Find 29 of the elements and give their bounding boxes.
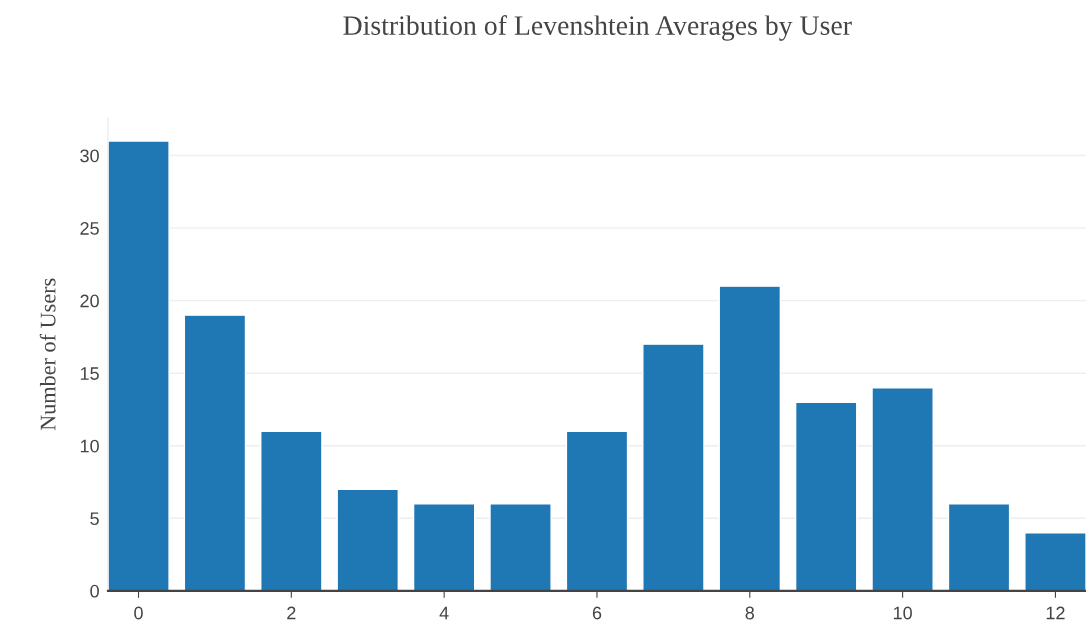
y-tick-label: 15 (80, 367, 99, 380)
x-tick-label: 10 (893, 606, 912, 620)
x-tick-label: 6 (592, 606, 602, 620)
y-tick-label: 20 (80, 294, 99, 308)
bar (947, 503, 1011, 591)
x-tick-label: 2 (287, 606, 296, 620)
y-tick-label: 30 (80, 149, 99, 163)
chart-title: Distribution of Levenshtein Averages by User (343, 15, 852, 41)
x-tick-label: 4 (439, 606, 449, 620)
y-tick-label: 25 (80, 222, 99, 235)
y-tick-label: 0 (90, 584, 99, 598)
y-axis-title: Number of Users (39, 278, 56, 431)
x-tick-label: 12 (1046, 606, 1065, 620)
y-tick-label: 10 (80, 439, 99, 453)
y-tick-label: 5 (90, 512, 99, 526)
bar (871, 387, 934, 591)
bar (642, 343, 705, 591)
bar (183, 314, 247, 591)
bar (489, 503, 552, 591)
bar (412, 503, 476, 591)
bar (336, 488, 400, 591)
bar (565, 430, 629, 591)
bar (260, 430, 323, 591)
bar (1024, 532, 1086, 591)
bar (718, 285, 782, 591)
x-tick-label: 0 (134, 606, 143, 620)
x-tick-label: 8 (745, 606, 755, 620)
bar (794, 401, 858, 591)
bar (107, 140, 170, 591)
